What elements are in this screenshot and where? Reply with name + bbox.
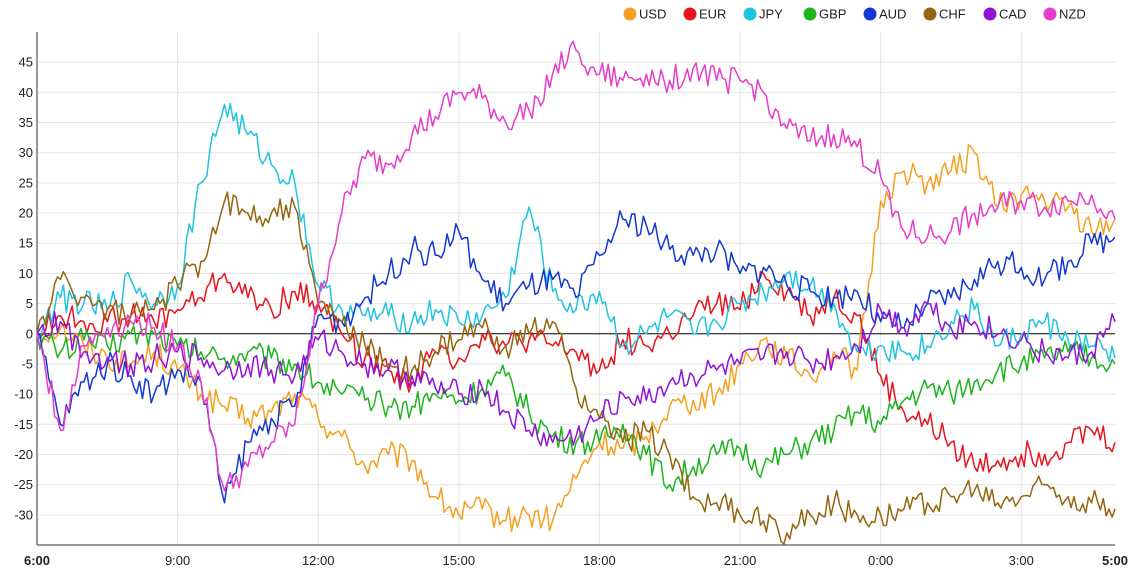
legend-marker [923,7,937,21]
y-tick-label: -5 [21,356,33,371]
legend-item-cad: CAD [983,7,1026,22]
y-axis: -30 -25 -20 -15 -10 -5 0 5 10 15 20 25 30 35 40 45 [14,32,38,545]
legend-item-nzd: NZD [1043,7,1086,22]
series-line-jpy [36,102,1116,363]
legend-label: NZD [1059,7,1086,22]
series-line-eur [36,270,1116,474]
x-axis: 6:00 9:00 12:00 15:00 18:00 21:00 0:00 3:00 5:00 [24,544,1128,568]
series-layer [36,40,1116,545]
y-tick-label: -20 [14,447,33,462]
y-tick-label: 45 [19,55,33,70]
y-tick-label: 25 [19,175,33,190]
legend-label: AUD [879,7,906,22]
x-tick-label: 15:00 [443,553,476,568]
legend-item-jpy: JPY [743,7,783,22]
x-tick-label: 18:00 [583,553,616,568]
y-tick-label: -30 [14,507,33,522]
x-tick-label: 21:00 [724,553,757,568]
legend-marker [1043,7,1057,21]
legend-label: GBP [819,7,846,22]
y-tick-label: 0 [26,326,33,341]
legend-item-eur: EUR [683,7,726,22]
legend-label: USD [639,7,666,22]
series-line-chf [36,191,1116,545]
y-tick-label: 10 [19,266,33,281]
y-tick-label: -15 [14,417,33,432]
legend-item-usd: USD [623,7,666,22]
series-line-gbp [36,325,1116,492]
y-tick-label: 40 [19,85,33,100]
legend-marker [983,7,997,21]
x-tick-label: 0:00 [868,553,893,568]
legend-marker [803,7,817,21]
y-tick-label: 35 [19,115,33,130]
legend-marker [623,7,637,21]
x-tick-label: 3:00 [1009,553,1034,568]
y-tick-label: 5 [26,296,33,311]
series-line-usd [36,144,1116,533]
legend-item-gbp: GBP [803,7,846,22]
y-tick-label: -25 [14,477,33,492]
series-line-cad [36,300,1116,447]
y-tick-label: -10 [14,387,33,402]
y-tick-label: 30 [19,145,33,160]
legend-label: EUR [699,7,726,22]
y-tick-label: 15 [19,236,33,251]
legend-label: CHF [939,7,966,22]
series-line-nzd [36,40,1116,492]
legend-label: CAD [999,7,1026,22]
legend-marker [863,7,877,21]
y-tick-label: 20 [19,206,33,221]
legend-label: JPY [759,7,783,22]
legend-marker [743,7,757,21]
legend-marker [683,7,697,21]
x-tick-label: 5:00 [1102,553,1128,568]
x-tick-label: 12:00 [302,553,335,568]
legend: USD EUR JPY GBP AUD CHF CAD NZD [623,7,1086,22]
legend-item-aud: AUD [863,7,906,22]
legend-item-chf: CHF [923,7,966,22]
x-tick-label: 6:00 [24,553,50,568]
x-tick-label: 9:00 [165,553,190,568]
